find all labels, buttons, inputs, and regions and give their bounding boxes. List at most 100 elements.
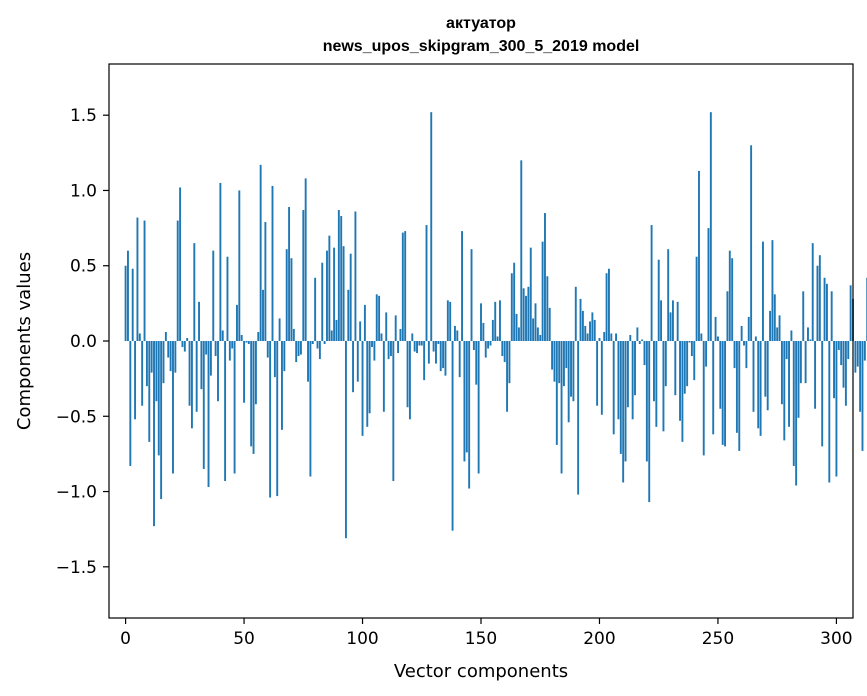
bar: [541, 241, 544, 341]
bar: [743, 341, 745, 346]
bar: [480, 303, 482, 341]
bar: [157, 341, 160, 456]
bar: [352, 341, 354, 393]
bar: [328, 235, 331, 341]
bar: [536, 327, 539, 341]
bar: [598, 337, 601, 341]
bar: [674, 341, 677, 396]
bar: [612, 341, 615, 435]
x-tick-label: 0: [120, 629, 131, 649]
bar: [224, 341, 227, 482]
bar: [548, 307, 551, 341]
bar: [494, 301, 497, 341]
bar: [366, 341, 369, 427]
bar: [266, 341, 269, 358]
bar: [200, 341, 203, 390]
bar: [174, 341, 177, 373]
bar: [326, 250, 328, 341]
bar: [515, 313, 518, 341]
bar: [444, 341, 447, 376]
bar: [240, 334, 243, 341]
bar: [532, 318, 535, 341]
bar: [176, 220, 179, 341]
bar: [413, 341, 416, 352]
chart-subtitle: news_upos_skipgram_300_5_2019 model: [323, 38, 640, 55]
bar: [570, 341, 572, 397]
bar: [816, 265, 819, 341]
bar: [183, 341, 186, 352]
bar: [456, 330, 459, 341]
bar: [844, 341, 847, 406]
bar: [522, 288, 525, 341]
bar: [859, 341, 862, 412]
bar: [131, 268, 134, 341]
bar: [188, 341, 191, 406]
bar: [735, 341, 738, 433]
bar: [387, 341, 390, 360]
bar: [420, 341, 423, 346]
bar: [371, 341, 373, 348]
bar: [525, 295, 527, 341]
bar: [427, 341, 430, 364]
bar: [551, 341, 554, 370]
bar: [762, 241, 764, 341]
bar: [160, 341, 163, 500]
bar: [337, 210, 340, 341]
bar: [709, 112, 712, 341]
bar: [314, 277, 317, 341]
bar: [212, 250, 215, 341]
bar: [458, 341, 461, 378]
bar: [693, 341, 696, 381]
bar: [610, 333, 613, 341]
bar: [686, 341, 689, 387]
bar: [809, 339, 812, 341]
bar: [740, 325, 743, 341]
bar: [408, 341, 411, 420]
bar: [508, 341, 511, 384]
y-tick-label: −0.5: [56, 407, 97, 427]
bar: [517, 327, 520, 341]
y-axis-ticks: −1.5 −1.0 −0.5 0.0 0.5 1.0 1.5: [56, 106, 109, 578]
bar: [615, 333, 618, 341]
bar: [698, 170, 700, 341]
bar: [446, 300, 449, 341]
bar: [252, 341, 255, 454]
bar: [821, 341, 824, 447]
bar: [214, 341, 217, 357]
bar: [669, 312, 672, 341]
bar: [745, 341, 748, 369]
bar: [584, 325, 587, 341]
bar: [645, 341, 648, 462]
bar: [491, 319, 494, 341]
bar: [209, 341, 212, 376]
bar: [688, 341, 691, 343]
bar: [311, 341, 314, 345]
bar: [167, 341, 170, 358]
bar: [276, 341, 279, 497]
bar: [401, 232, 404, 341]
bar: [700, 333, 703, 341]
bar: [141, 341, 144, 406]
bar: [262, 289, 264, 341]
bar: [823, 277, 826, 341]
bar: [738, 341, 741, 451]
bar: [435, 341, 437, 364]
bar: [780, 341, 783, 405]
bar: [359, 321, 362, 341]
bar: [771, 240, 774, 341]
bar: [705, 341, 708, 367]
bar: [811, 243, 814, 341]
bar: [243, 341, 246, 403]
bar: [702, 341, 705, 456]
x-tick-label: 50: [233, 629, 255, 649]
bar: [129, 341, 132, 466]
bar: [463, 341, 466, 462]
bar: [662, 341, 665, 432]
bar: [622, 341, 625, 483]
bar: [416, 341, 418, 354]
bar: [676, 301, 679, 341]
bar: [228, 341, 231, 361]
bar: [186, 337, 189, 341]
bar: [750, 145, 753, 341]
